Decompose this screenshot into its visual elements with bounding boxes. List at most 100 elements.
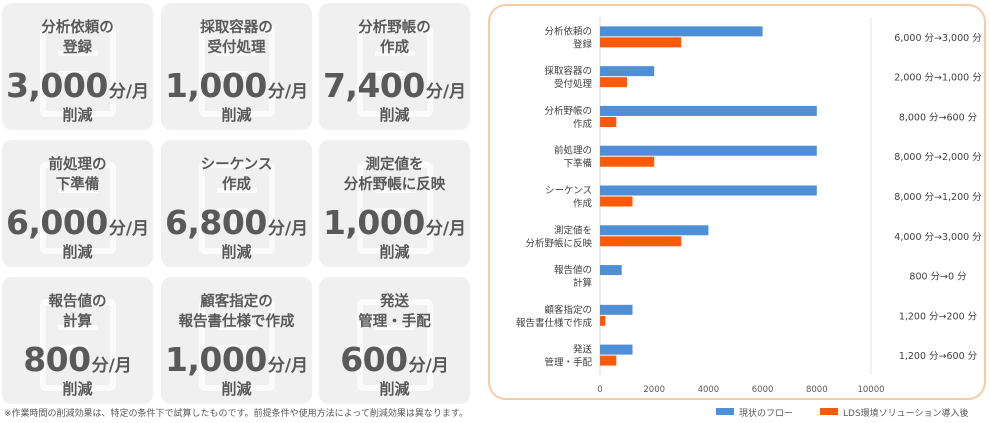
tile-value: 1,000分/月 <box>161 66 312 106</box>
tile-value-unit: 分/月 <box>91 356 132 376</box>
reduction-annotation: 4,000 分→3,000 分 <box>894 232 982 243</box>
tile-reduction-label: 削減 <box>221 106 252 124</box>
tile-value-number: 7,400 <box>322 66 425 105</box>
category-label: シーケンス作成 <box>545 186 593 210</box>
reduction-tile: 顧客指定の 報告書仕様で作成 1,000分/月 削減 <box>161 277 312 404</box>
tile-value-number: 6,000 <box>5 203 108 242</box>
tile-value-unit: 分/月 <box>267 82 309 102</box>
tile-reduction-label: 削減 <box>379 106 410 124</box>
tile-value-unit: 分/月 <box>425 219 467 239</box>
tile-title: 発送 管理・手配 <box>358 294 431 330</box>
document-watermark-icon <box>357 299 433 391</box>
bar-current-flow <box>600 105 817 116</box>
x-tick-label: 0 <box>597 385 602 395</box>
tile-title: 分析依頼の 登録 <box>41 20 114 56</box>
tile-value-number: 800 <box>23 340 91 379</box>
category-label: 分析野帳の作成 <box>544 105 592 130</box>
category-label: 顧客指定の報告書仕様で作成 <box>516 304 593 329</box>
tile-title: シーケンス 作成 <box>200 157 273 193</box>
document-watermark-icon <box>199 25 275 117</box>
bar-current-flow <box>600 145 817 156</box>
x-tick-label: 10000 <box>857 385 884 395</box>
tile-reduction-label: 削減 <box>379 380 410 398</box>
reduction-tile: シーケンス 作成 6,800分/月 削減 <box>161 140 312 267</box>
tile-value: 7,400分/月 <box>319 66 470 106</box>
tile-reduction-label: 削減 <box>62 380 93 398</box>
tile-value: 600分/月 <box>319 340 470 380</box>
tile-reduction-label: 削減 <box>221 243 252 261</box>
bar-after-lds <box>600 355 617 366</box>
document-watermark-icon <box>40 25 116 117</box>
reduction-tile: 発送 管理・手配 600分/月 削減 <box>319 277 470 404</box>
tile-title: 採取容器の 受付処理 <box>200 20 273 56</box>
document-watermark-icon <box>40 299 116 391</box>
reduction-annotation: 2,000 分→1,000 分 <box>894 73 982 84</box>
x-tick-label: 8000 <box>806 385 828 395</box>
bar-current-flow <box>600 265 622 276</box>
bar-after-lds <box>600 315 606 326</box>
tile-value: 6,800分/月 <box>161 203 312 243</box>
tile-value-number: 6,800 <box>164 203 267 242</box>
bar-current-flow <box>600 304 633 315</box>
reduction-tile: 採取容器の 受付処理 1,000分/月 削減 <box>161 3 312 130</box>
bar-current-flow <box>600 225 709 236</box>
tile-value-number: 600 <box>340 340 408 379</box>
category-label: 前処理の下準備 <box>554 145 592 170</box>
document-watermark-icon <box>357 162 433 254</box>
tile-value-number: 1,000 <box>164 66 267 105</box>
reduction-tile: 測定値を 分析野帳に反映 1,000分/月 削減 <box>319 140 470 267</box>
bar-after-lds <box>600 116 617 127</box>
tile-reduction-label: 削減 <box>62 243 93 261</box>
bar-current-flow <box>600 26 763 37</box>
tile-title: 報告値の 計算 <box>48 294 107 330</box>
category-label: 採取容器の受付処理 <box>544 65 592 90</box>
tile-reduction-label: 削減 <box>62 106 93 124</box>
category-label: 発送管理・手配 <box>544 344 592 369</box>
tile-value: 6,000分/月 <box>2 203 153 243</box>
tile-value-unit: 分/月 <box>408 356 449 376</box>
reduction-annotation: 8,000 分→600 分 <box>899 112 978 123</box>
tile-value-unit: 分/月 <box>267 356 309 376</box>
tile-title: 分析野帳の 作成 <box>358 20 431 56</box>
tile-value-number: 1,000 <box>322 203 425 242</box>
bar-after-lds <box>600 77 628 88</box>
reduction-tile: 前処理の 下準備 6,000分/月 削減 <box>2 140 153 267</box>
bar-after-lds <box>600 37 682 48</box>
reduction-tile: 分析野帳の 作成 7,400分/月 削減 <box>319 3 470 130</box>
legend-swatch <box>716 408 734 415</box>
bar-after-lds <box>600 236 682 247</box>
bar-after-lds <box>600 196 633 207</box>
category-label: 分析依頼の登録 <box>544 25 592 50</box>
legend-item: LDS環境ソリューション導入後 <box>820 406 968 419</box>
tile-value: 1,000分/月 <box>319 203 470 243</box>
tile-title: 前処理の 下準備 <box>48 157 107 193</box>
document-watermark-icon <box>40 162 116 254</box>
document-watermark-icon <box>199 299 275 391</box>
comparison-chart-panel: 分析依頼の登録 6,000 分→3,000 分採取容器の受付処理 2,000 分→1… <box>488 4 986 400</box>
tile-value-unit: 分/月 <box>108 82 150 102</box>
tile-value-unit: 分/月 <box>108 219 150 239</box>
reduction-tile: 報告値の 計算 800分/月削減 <box>2 277 153 404</box>
bar-current-flow <box>600 66 655 77</box>
legend-swatch <box>820 408 838 415</box>
tile-value-number: 1,000 <box>164 340 267 379</box>
reduction-annotation: 6,000 分→3,000 分 <box>894 33 982 44</box>
tile-value-number: 3,000 <box>5 66 108 105</box>
legend-label: LDS環境ソリューション導入後 <box>843 409 969 419</box>
bar-after-lds <box>600 156 655 167</box>
legend-item: 現状のフロー <box>716 406 793 419</box>
tile-reduction-label: 削減 <box>379 243 410 261</box>
reduction-annotation: 8,000 分→2,000 分 <box>894 152 982 163</box>
tile-value: 3,000分/月 <box>2 66 153 106</box>
x-tick-label: 6000 <box>752 385 774 395</box>
reduction-annotation: 8,000 分→1,200 分 <box>894 192 982 203</box>
category-label: 報告値の計算 <box>554 264 592 289</box>
reduction-annotation: 1,200 分→200 分 <box>899 311 978 322</box>
reduction-tile: 分析依頼の 登録 3,000分/月 削減 <box>2 3 153 130</box>
x-tick-label: 2000 <box>643 385 665 395</box>
reduction-annotation: 800 分→0 分 <box>909 272 967 283</box>
footnote: ※作業時間の削減効果は、特定の条件下で試算したものです。前提条件や使用方法によっ… <box>4 409 469 419</box>
document-watermark-icon <box>199 162 275 254</box>
tile-value-unit: 分/月 <box>425 82 467 102</box>
